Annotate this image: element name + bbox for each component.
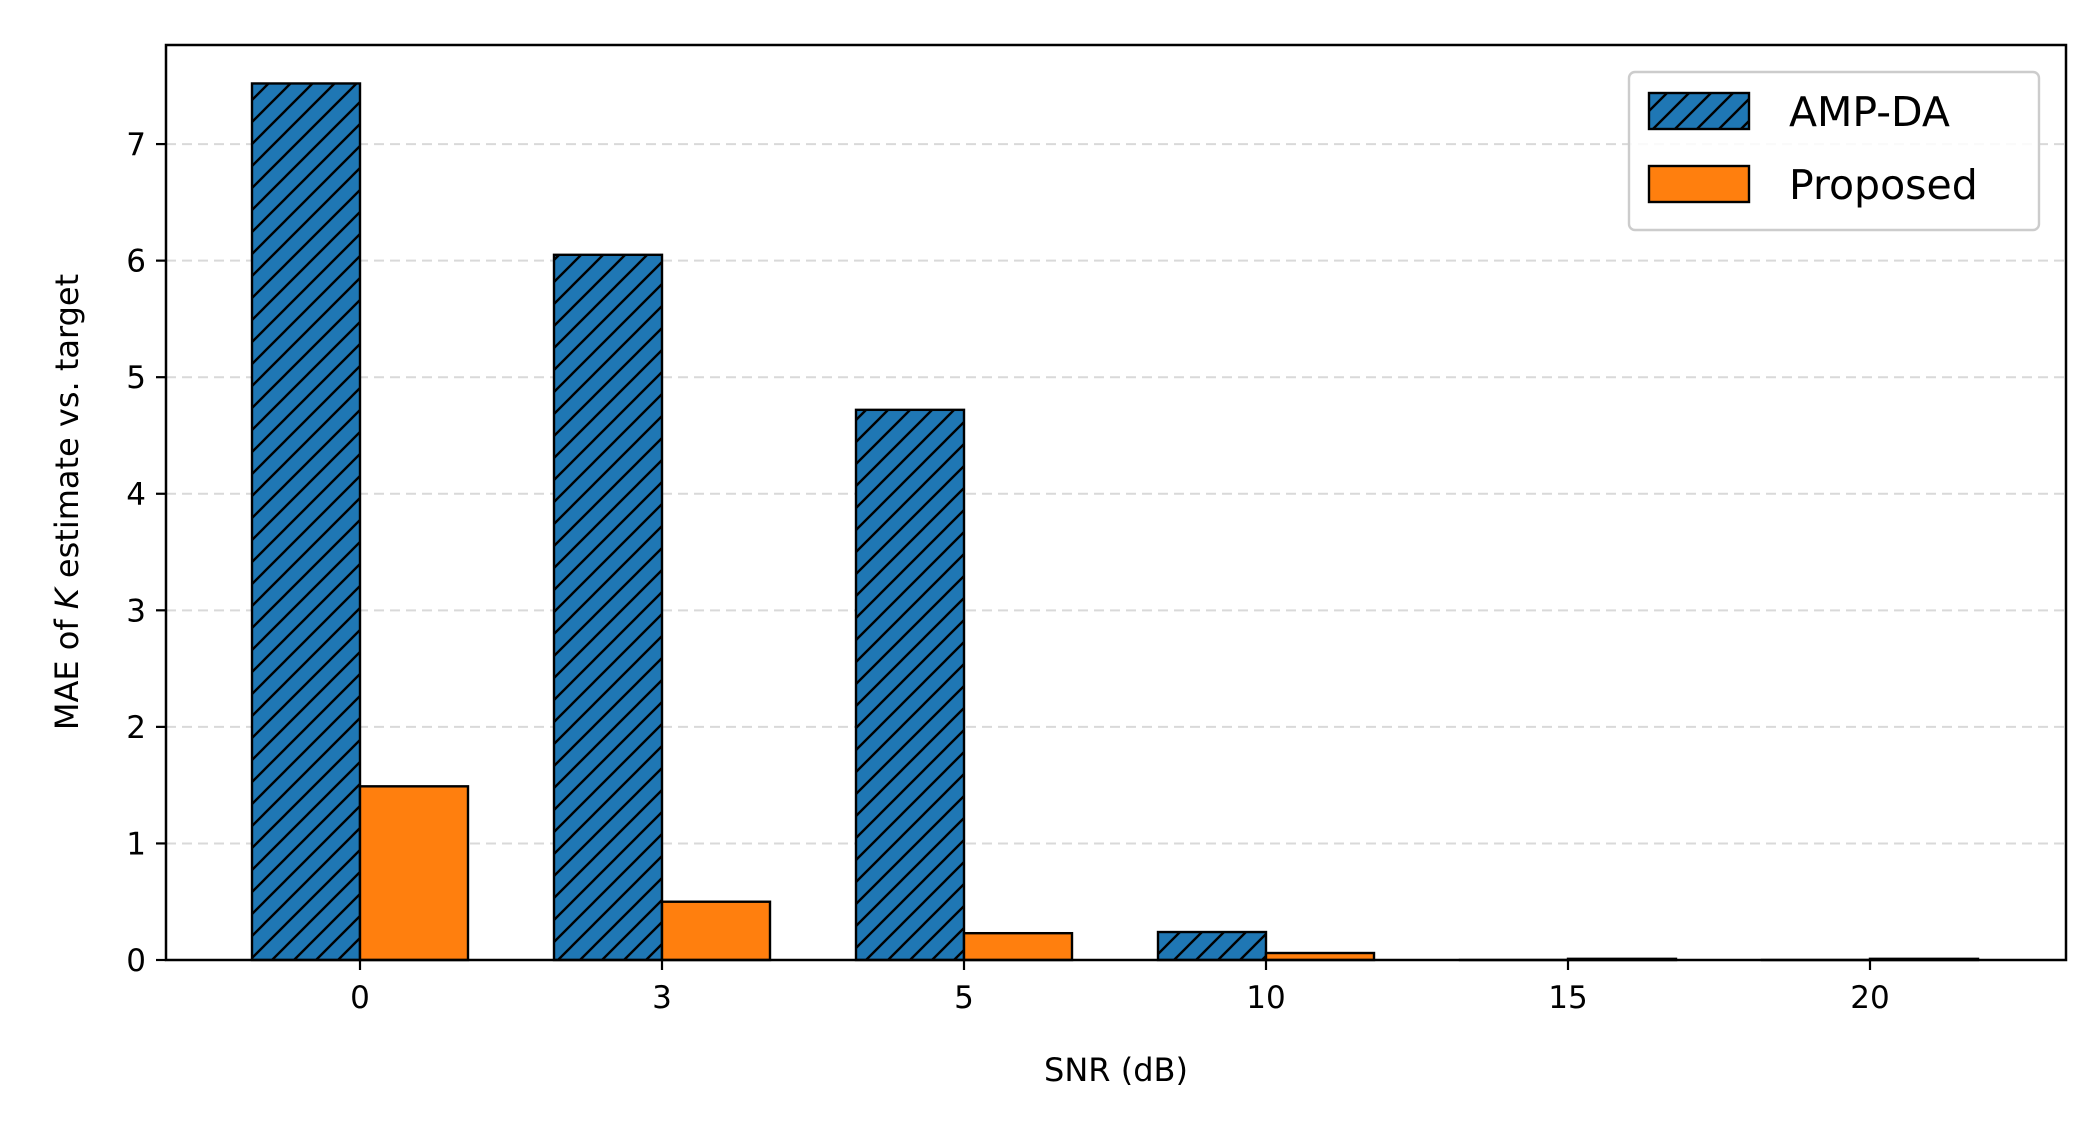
- y-tick-label: 0: [126, 943, 146, 979]
- bar-amp-da-10: [1156, 930, 1268, 962]
- bar-amp-da-5: [854, 408, 966, 962]
- x-tick-label: 20: [1850, 980, 1889, 1016]
- bar-amp-da-0: [250, 82, 362, 962]
- axes: 0 1 2 3 4 5 6 7 0 3 5 10 15 20: [126, 127, 1889, 1016]
- x-tick-label: 3: [652, 980, 672, 1016]
- y-axis-label-variable: K: [48, 585, 86, 609]
- y-axis-label-part: estimate vs. target: [48, 274, 86, 588]
- y-tick-label: 4: [126, 477, 146, 513]
- legend-label-amp-da: AMP-DA: [1789, 88, 1950, 136]
- x-tick-label: 0: [350, 980, 370, 1016]
- x-tick-label: 5: [954, 980, 974, 1016]
- bar-amp-da-3: [552, 253, 664, 962]
- y-tick-label: 6: [126, 244, 146, 280]
- legend-swatch-amp-da: [1647, 91, 1751, 131]
- y-tick-label: 1: [126, 826, 146, 862]
- bar-proposed-0: [358, 785, 470, 962]
- plot-frame: [164, 43, 2068, 962]
- legend-label-proposed: Proposed: [1789, 161, 1978, 209]
- x-tick-label: 15: [1548, 980, 1587, 1016]
- legend-swatch-proposed: [1647, 164, 1751, 204]
- x-tick-label: 10: [1246, 980, 1285, 1016]
- x-axis-label: SNR (dB): [1044, 1051, 1188, 1089]
- y-tick-label: 7: [126, 127, 146, 163]
- y-tick-label: 3: [126, 593, 146, 629]
- gridlines: [166, 143, 2066, 845]
- legend: AMP-DA Proposed: [1627, 70, 2041, 232]
- y-tick-label: 2: [126, 710, 146, 746]
- y-tick-label: 5: [126, 360, 146, 396]
- bar-proposed-5: [962, 931, 1074, 962]
- bar-proposed-3: [660, 900, 772, 962]
- y-axis-label-part: MAE of: [48, 609, 86, 730]
- y-axis-label: MAE of K estimate vs. target: [48, 274, 86, 730]
